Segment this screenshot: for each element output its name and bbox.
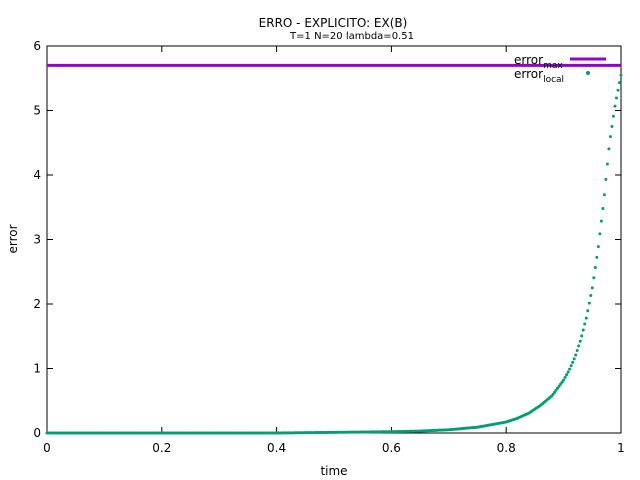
- legend: errormax errorlocal: [514, 53, 606, 85]
- series-error-local-point: [575, 348, 579, 352]
- series-error-local-point: [610, 124, 614, 128]
- x-tick-label: 0.4: [267, 441, 286, 455]
- series-error-local-point: [608, 135, 612, 139]
- series-error-local-point: [607, 147, 611, 151]
- chart-title: ERRO - EXPLICITO: EX(B): [259, 16, 408, 30]
- x-tick-label: 0.6: [382, 441, 401, 455]
- series-error-local-point: [613, 104, 617, 108]
- series-error-local-point: [614, 96, 618, 100]
- x-axis-label: time: [320, 464, 347, 478]
- series-error-local-point: [562, 378, 566, 382]
- series-error-local-point: [616, 88, 620, 92]
- series-error-local-point: [590, 286, 594, 290]
- series-error-local-point: [593, 266, 597, 270]
- chart-subtitle: T=1 N=20 lambda=0.51: [289, 31, 414, 42]
- y-tick-label: 1: [33, 362, 41, 376]
- legend-label-local: errorlocal: [514, 67, 564, 85]
- series-error-local-point: [571, 360, 575, 364]
- tick-labels: 0 0.2 0.4 0.6 0.8 1 0 1 2 3 4 5 6: [33, 39, 624, 455]
- series-layer: [45, 63, 623, 435]
- y-tick-label: 3: [33, 233, 41, 247]
- series-error-local-point: [599, 219, 603, 223]
- series-error-local-point: [605, 162, 609, 166]
- series-error-local-point: [580, 334, 584, 338]
- y-tick-label: 0: [33, 426, 41, 440]
- series-error-local-point: [617, 81, 621, 85]
- series-error-local-point: [563, 375, 567, 379]
- legend-swatch-local: [586, 71, 590, 75]
- series-error-local-point: [569, 364, 573, 368]
- series-error-local-point: [611, 114, 615, 118]
- y-axis-label: error: [6, 224, 20, 253]
- series-error-local-point: [592, 276, 596, 280]
- series-error-local-point: [565, 373, 569, 377]
- series-error-local-point: [596, 245, 600, 249]
- series-error-local-point: [578, 339, 582, 343]
- series-error-local-point: [572, 357, 576, 361]
- series-error-local-point: [583, 322, 587, 326]
- axis-ticks: [46, 45, 622, 434]
- series-error-local-point: [584, 316, 588, 320]
- series-error-local-point: [619, 73, 623, 77]
- x-tick-label: 0.8: [497, 441, 516, 455]
- x-tick-label: 0.2: [152, 441, 171, 455]
- series-error-local-point: [598, 232, 602, 236]
- series-error-local-point: [604, 177, 608, 181]
- series-error-local-point: [581, 328, 585, 332]
- plot-frame: [46, 45, 622, 434]
- legend-label-max: errormax: [514, 53, 563, 71]
- series-error-local-point: [601, 206, 605, 210]
- x-tick-label: 0: [43, 441, 51, 455]
- series-error-local-point: [587, 301, 591, 305]
- x-tick-label: 1: [617, 441, 625, 455]
- series-error-local-point: [602, 193, 606, 197]
- series-error-local-point: [566, 370, 570, 374]
- series-error-local-point: [577, 344, 581, 348]
- y-tick-label: 5: [33, 104, 41, 118]
- series-error-local-point: [589, 294, 593, 298]
- series-error-local-point: [574, 353, 578, 357]
- y-tick-label: 4: [33, 168, 41, 182]
- series-error-local-point: [586, 309, 590, 313]
- series-error-local-point: [568, 367, 572, 371]
- y-tick-label: 6: [33, 39, 41, 53]
- y-tick-label: 2: [33, 297, 41, 311]
- series-error-local-point: [595, 255, 599, 259]
